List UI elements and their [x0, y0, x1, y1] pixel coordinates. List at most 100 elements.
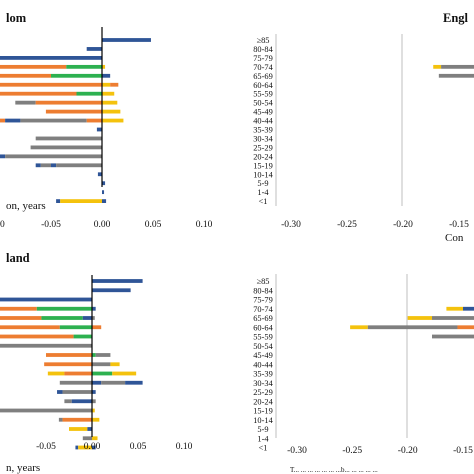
age-group-label: 80-84	[253, 286, 273, 295]
bar-segment	[92, 279, 143, 283]
bar-segment	[92, 399, 96, 404]
bar-segment	[92, 362, 111, 367]
bar-segment	[92, 371, 113, 376]
bar-segment	[45, 109, 102, 114]
age-group-label: 40-44	[253, 360, 273, 369]
age-group-label: 75-79	[253, 54, 273, 63]
age-group-label: ≥85	[257, 277, 270, 286]
age-group-label: <1	[259, 197, 268, 206]
age-group-label: 35-39	[253, 370, 273, 379]
bar-segment	[59, 380, 92, 385]
bar-segment	[102, 38, 151, 42]
bar-segment	[102, 64, 106, 69]
bar-segment	[92, 390, 96, 394]
age-group-label: 10-14	[253, 416, 273, 425]
age-group-label: 45-49	[253, 351, 273, 360]
x-tick-label: -0.25	[337, 220, 357, 230]
bar-segment	[47, 371, 65, 376]
bar-group	[350, 306, 474, 339]
bar-segment	[97, 172, 102, 177]
x-tick-label: -0.05	[36, 442, 56, 452]
bar-segment	[102, 118, 124, 123]
age-group-label: 25-29	[253, 388, 273, 397]
x-tick-label: -0.20	[398, 446, 418, 456]
bar-segment	[82, 436, 92, 441]
bar-segment	[66, 64, 102, 69]
bar-segment	[82, 316, 92, 320]
bar-segment	[59, 325, 92, 330]
bar-segment	[433, 64, 442, 69]
bar-segment	[92, 408, 95, 413]
bar-segment	[51, 163, 57, 168]
age-group-label: 70-74	[253, 63, 273, 72]
bar-segment	[35, 136, 103, 141]
bar-segment	[5, 118, 21, 123]
age-group-label: 15-19	[253, 161, 273, 170]
age-group-label: 55-59	[253, 90, 273, 99]
bar-segment	[56, 163, 102, 168]
bar-segment	[46, 353, 92, 357]
bar-segment	[110, 82, 119, 87]
panel-top-left: lom 0 -0.05 0.00 0.05 0.10 on, years	[0, 11, 213, 230]
bar-segment	[76, 91, 102, 96]
bar-segment	[87, 427, 92, 431]
age-group-label: 50-54	[253, 342, 273, 351]
bar-segment	[0, 408, 92, 413]
age-group-label: 20-24	[253, 152, 273, 161]
bar-segment	[102, 109, 121, 114]
bar-segment	[110, 362, 120, 367]
panel-bottom-left: land -0.05 0.00 0.05 0.10 n, years	[0, 251, 193, 474]
bar-segment	[92, 380, 102, 385]
bar-segment	[58, 417, 63, 422]
bar-segment	[92, 306, 96, 311]
x-tick-label: -0.15	[449, 220, 469, 230]
age-group-label: <1	[259, 444, 268, 453]
bar-segment	[96, 127, 102, 132]
bar-segment	[95, 353, 111, 357]
bar-segment	[112, 371, 137, 376]
bar-segment	[86, 47, 102, 51]
age-group-label: 1-4	[257, 188, 269, 197]
bar-group	[0, 279, 143, 450]
age-group-label: 65-69	[253, 72, 273, 81]
bar-segment	[86, 118, 102, 123]
age-group-label: 70-74	[253, 305, 273, 314]
age-group-label: 5-9	[257, 179, 268, 188]
bar-segment	[5, 154, 103, 159]
bar-segment	[0, 64, 67, 69]
bar-segment	[102, 199, 107, 203]
x-tick-label: -0.30	[287, 446, 307, 456]
x-axis-label: n, years	[6, 462, 40, 474]
bar-segment	[441, 64, 474, 69]
age-group-label: 80-84	[253, 45, 273, 54]
bar-segment	[102, 91, 115, 96]
x-tick-labels: 0 -0.05 0.00 0.05 0.10	[0, 220, 213, 230]
bar-segment	[432, 334, 474, 339]
bar-group	[433, 64, 474, 78]
x-axis-label: Con	[445, 232, 464, 244]
bar-segment	[0, 73, 51, 78]
bar-segment	[102, 190, 105, 195]
bar-segment	[92, 288, 131, 293]
bar-segment	[92, 417, 100, 422]
age-group-label: 35-39	[253, 126, 273, 135]
x-tick-label: -0.30	[281, 220, 301, 230]
x-tick-labels: -0.30 -0.25 -0.20 -0.15	[281, 220, 469, 230]
bar-segment	[64, 371, 92, 376]
age-group-label: ≥85	[257, 36, 270, 45]
age-group-label: 60-64	[253, 81, 273, 90]
age-group-label: 15-19	[253, 407, 273, 416]
age-group-label: 40-44	[253, 117, 273, 126]
bar-segment	[367, 325, 458, 330]
bar-segment	[44, 362, 92, 367]
age-group-label: 30-34	[253, 134, 273, 143]
bar-segment	[92, 353, 96, 357]
bar-segment	[92, 316, 95, 320]
bar-segment	[102, 73, 111, 78]
age-group-labels: ≥8580-8475-7970-7465-6960-6455-5950-5445…	[253, 36, 273, 206]
bar-segment	[51, 73, 102, 78]
age-group-labels: ≥8580-8475-7970-7465-6960-6455-5950-5445…	[253, 277, 273, 453]
panel-bottom-right: ≥8580-8475-7970-7465-6960-6455-5950-5445…	[253, 274, 474, 474]
x-tick-label: 0.10	[196, 220, 213, 230]
